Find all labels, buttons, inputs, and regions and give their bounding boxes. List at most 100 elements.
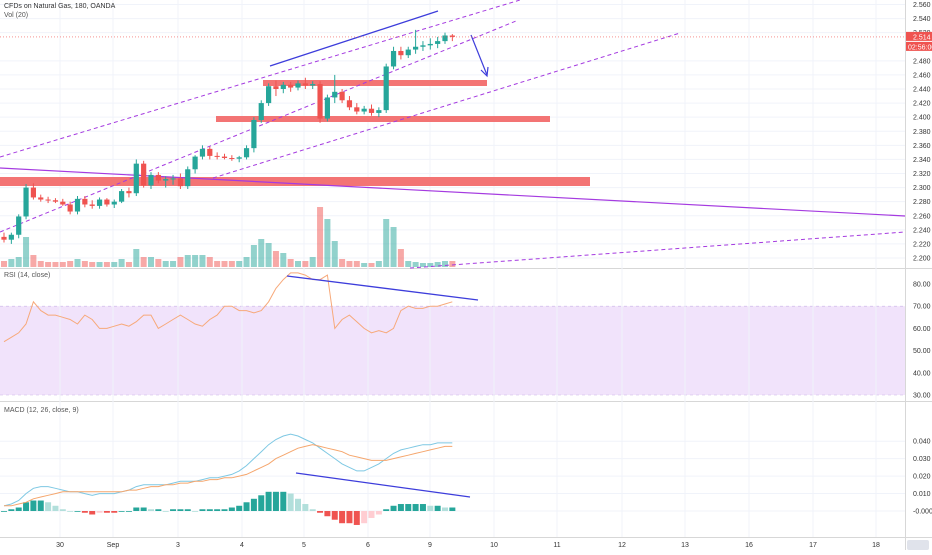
volume-legend: Vol (20) [4, 12, 29, 19]
volume-bar [15, 257, 22, 267]
rsi-tick-label: 40.00 [913, 370, 931, 377]
candle-body [148, 174, 154, 186]
macd-histogram-bar [52, 505, 59, 511]
time-tick-label: 3 [176, 542, 180, 549]
candle-body [280, 84, 286, 89]
volume-bar [302, 261, 309, 267]
time-tick-label: 16 [745, 542, 753, 549]
volume-bar [243, 257, 250, 267]
volume-bar [397, 249, 404, 267]
volume-bar [272, 251, 279, 267]
time-tick-label: 11 [553, 542, 560, 549]
macd-histogram-bar [162, 511, 169, 512]
signal-line [4, 444, 453, 507]
macd-histogram-bar [339, 511, 346, 524]
candle-body [376, 110, 382, 113]
macd-histogram-bar [331, 511, 338, 520]
macd-histogram-bar [397, 504, 404, 511]
candle-body [405, 49, 411, 56]
price-tick-label: 2.480 [913, 58, 931, 65]
price-tick-label: 2.360 [913, 143, 931, 150]
time-tick-label: 13 [681, 542, 689, 549]
resistance-zone [263, 80, 487, 86]
volume-bar [67, 261, 74, 267]
rsi-legend: RSI (14, close) [4, 272, 51, 279]
rsi-divergence-line [286, 275, 479, 301]
countdown-label: 02:56:00 [908, 44, 932, 51]
support-dashed-line [409, 231, 906, 269]
volume-bar [250, 245, 257, 267]
price-tick-label: 2.260 [913, 213, 931, 220]
candle-body [339, 91, 345, 101]
volume-bar [118, 259, 125, 267]
macd-histogram-bar [272, 491, 279, 511]
macd-histogram-bar [111, 511, 118, 513]
macd-histogram-bar [228, 507, 235, 511]
volume-bar [96, 262, 103, 267]
macd-histogram-bar [427, 505, 434, 511]
macd-divergence-line [295, 472, 471, 498]
macd-histogram-bar [368, 511, 375, 518]
volume-bar [221, 261, 228, 267]
candle-body [111, 201, 117, 205]
time-tick-label: 10 [490, 542, 498, 549]
macd-histogram-bar [317, 511, 324, 513]
macd-histogram-bar [170, 509, 177, 511]
volume-bar [280, 253, 287, 267]
volume-bar [192, 255, 199, 267]
macd-histogram-bar [125, 511, 132, 512]
volume-bar [412, 262, 419, 267]
volume-bar [324, 219, 331, 267]
volume-bar [265, 243, 272, 267]
macd-histogram-bar [74, 511, 81, 512]
macd-histogram-bar [295, 498, 301, 511]
candle-body [442, 35, 448, 42]
channel-upper-line [0, 0, 521, 158]
macd-histogram-bar [59, 509, 66, 511]
candle-body [89, 204, 95, 206]
time-tick-label: 12 [618, 542, 626, 549]
macd-histogram-bar [449, 507, 456, 511]
volume-bar [23, 237, 30, 267]
macd-histogram-bar [96, 511, 103, 513]
volume-bar [287, 259, 294, 267]
candle-body [413, 46, 419, 50]
volume-bar [295, 261, 301, 267]
volume-bar [148, 257, 154, 267]
candle-body [96, 199, 103, 206]
macd-histogram-bar [442, 507, 448, 511]
volume-bar [346, 261, 353, 267]
time-tick-label: 5 [302, 542, 306, 549]
volume-bar [52, 262, 59, 267]
rsi-tick-label: 30.00 [913, 393, 931, 400]
candle-body [38, 197, 44, 200]
down-arrow-shaft [470, 34, 488, 76]
candle-body [177, 178, 183, 187]
macd-histogram-bar [37, 500, 44, 511]
volume-bar [37, 261, 44, 267]
rsi-tick-label: 60.00 [913, 326, 931, 333]
macd-histogram-bar [177, 509, 184, 511]
candle-body [185, 169, 191, 187]
candle-body [133, 163, 139, 194]
volume-bar [353, 261, 360, 267]
volume-bar [184, 255, 191, 267]
macd-tick-label: 0.020 [913, 474, 931, 481]
candle-body [258, 103, 264, 120]
volume-bar [111, 262, 118, 267]
candle-body [60, 201, 66, 205]
volume-bar [1, 261, 7, 267]
candle-body [420, 45, 426, 47]
channel-mid-line [0, 20, 517, 233]
candle-body [170, 178, 176, 180]
candle-body [302, 83, 308, 86]
macd-histogram-bar [412, 504, 419, 511]
candle-body [214, 155, 220, 157]
macd-legend: MACD (12, 26, close, 9) [4, 407, 79, 414]
macd-histogram-bar [434, 505, 441, 511]
price-divergence-line [269, 10, 439, 67]
volume-bar [81, 261, 88, 267]
candle-body [288, 84, 294, 88]
price-tick-label: 2.240 [913, 227, 931, 234]
